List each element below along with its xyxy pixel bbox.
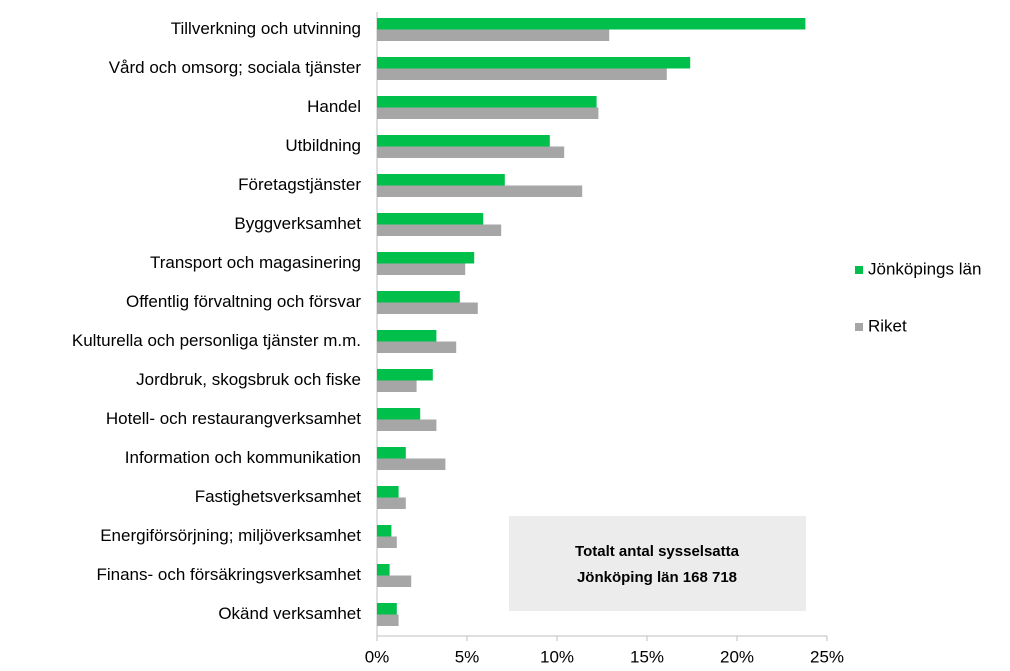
bar (377, 174, 505, 186)
bar (377, 107, 599, 119)
x-tick-label: 15% (630, 647, 664, 666)
bar (377, 497, 406, 509)
bar (377, 96, 597, 108)
annotation: Totalt antal sysselsatta (575, 543, 740, 560)
bar (377, 486, 399, 498)
legend-label: Jönköpings län (868, 259, 981, 278)
y-tick-label: Finans- och försäkringsverksamhet (96, 565, 361, 584)
bar (377, 564, 390, 576)
bar (377, 536, 397, 548)
bar (377, 575, 412, 587)
bar (377, 68, 667, 80)
x-tick-label: 25% (810, 647, 844, 666)
y-tick-label: Fastighetsverksamhet (195, 487, 362, 506)
bar (377, 57, 691, 69)
y-tick-label: Handel (307, 97, 361, 116)
bar (377, 252, 475, 264)
x-tick-label: 5% (455, 647, 480, 666)
bar (377, 419, 437, 431)
bar (377, 525, 392, 537)
x-tick-label: 0% (365, 647, 390, 666)
bar (377, 18, 806, 30)
bar (377, 458, 446, 470)
bar (377, 330, 437, 342)
y-tick-label: Transport och magasinering (150, 253, 361, 272)
bar (377, 603, 397, 615)
y-tick-label: Företagstjänster (238, 175, 361, 194)
bar (377, 291, 460, 303)
y-tick-label: Hotell- och restaurangverksamhet (106, 409, 361, 428)
y-tick-label: Energiförsörjning; miljöverksamhet (100, 526, 361, 545)
bar (377, 135, 550, 147)
y-tick-label: Kulturella och personliga tjänster m.m. (72, 331, 361, 350)
bar (377, 302, 478, 314)
bar (377, 213, 484, 225)
x-tick-label: 20% (720, 647, 754, 666)
x-tick-label: 10% (540, 647, 574, 666)
y-tick-label: Vård och omsorg; sociala tjänster (109, 58, 362, 77)
bar (377, 341, 457, 353)
bar (377, 224, 502, 236)
bar (377, 447, 406, 459)
annotation-box (509, 516, 806, 611)
y-tick-label: Byggverksamhet (234, 214, 361, 233)
bar (377, 146, 565, 158)
y-tick-label: Okänd verksamhet (218, 604, 361, 623)
bar (377, 380, 417, 392)
y-tick-label: Jordbruk, skogsbruk och fiske (136, 370, 361, 389)
legend-label: Riket (868, 316, 907, 335)
bar (377, 29, 610, 41)
bar (377, 263, 466, 275)
y-tick-label: Tillverkning och utvinning (171, 19, 361, 38)
bar (377, 408, 421, 420)
y-tick-label: Utbildning (285, 136, 361, 155)
y-tick-label: Information och kommunikation (125, 448, 361, 467)
y-tick-label: Offentlig förvaltning och försvar (126, 292, 361, 311)
bar (377, 614, 399, 626)
bar (377, 185, 583, 197)
legend-swatch (855, 266, 863, 274)
bar (377, 369, 433, 381)
annotation: Jönköping län 168 718 (577, 569, 737, 586)
legend-swatch (855, 323, 863, 331)
